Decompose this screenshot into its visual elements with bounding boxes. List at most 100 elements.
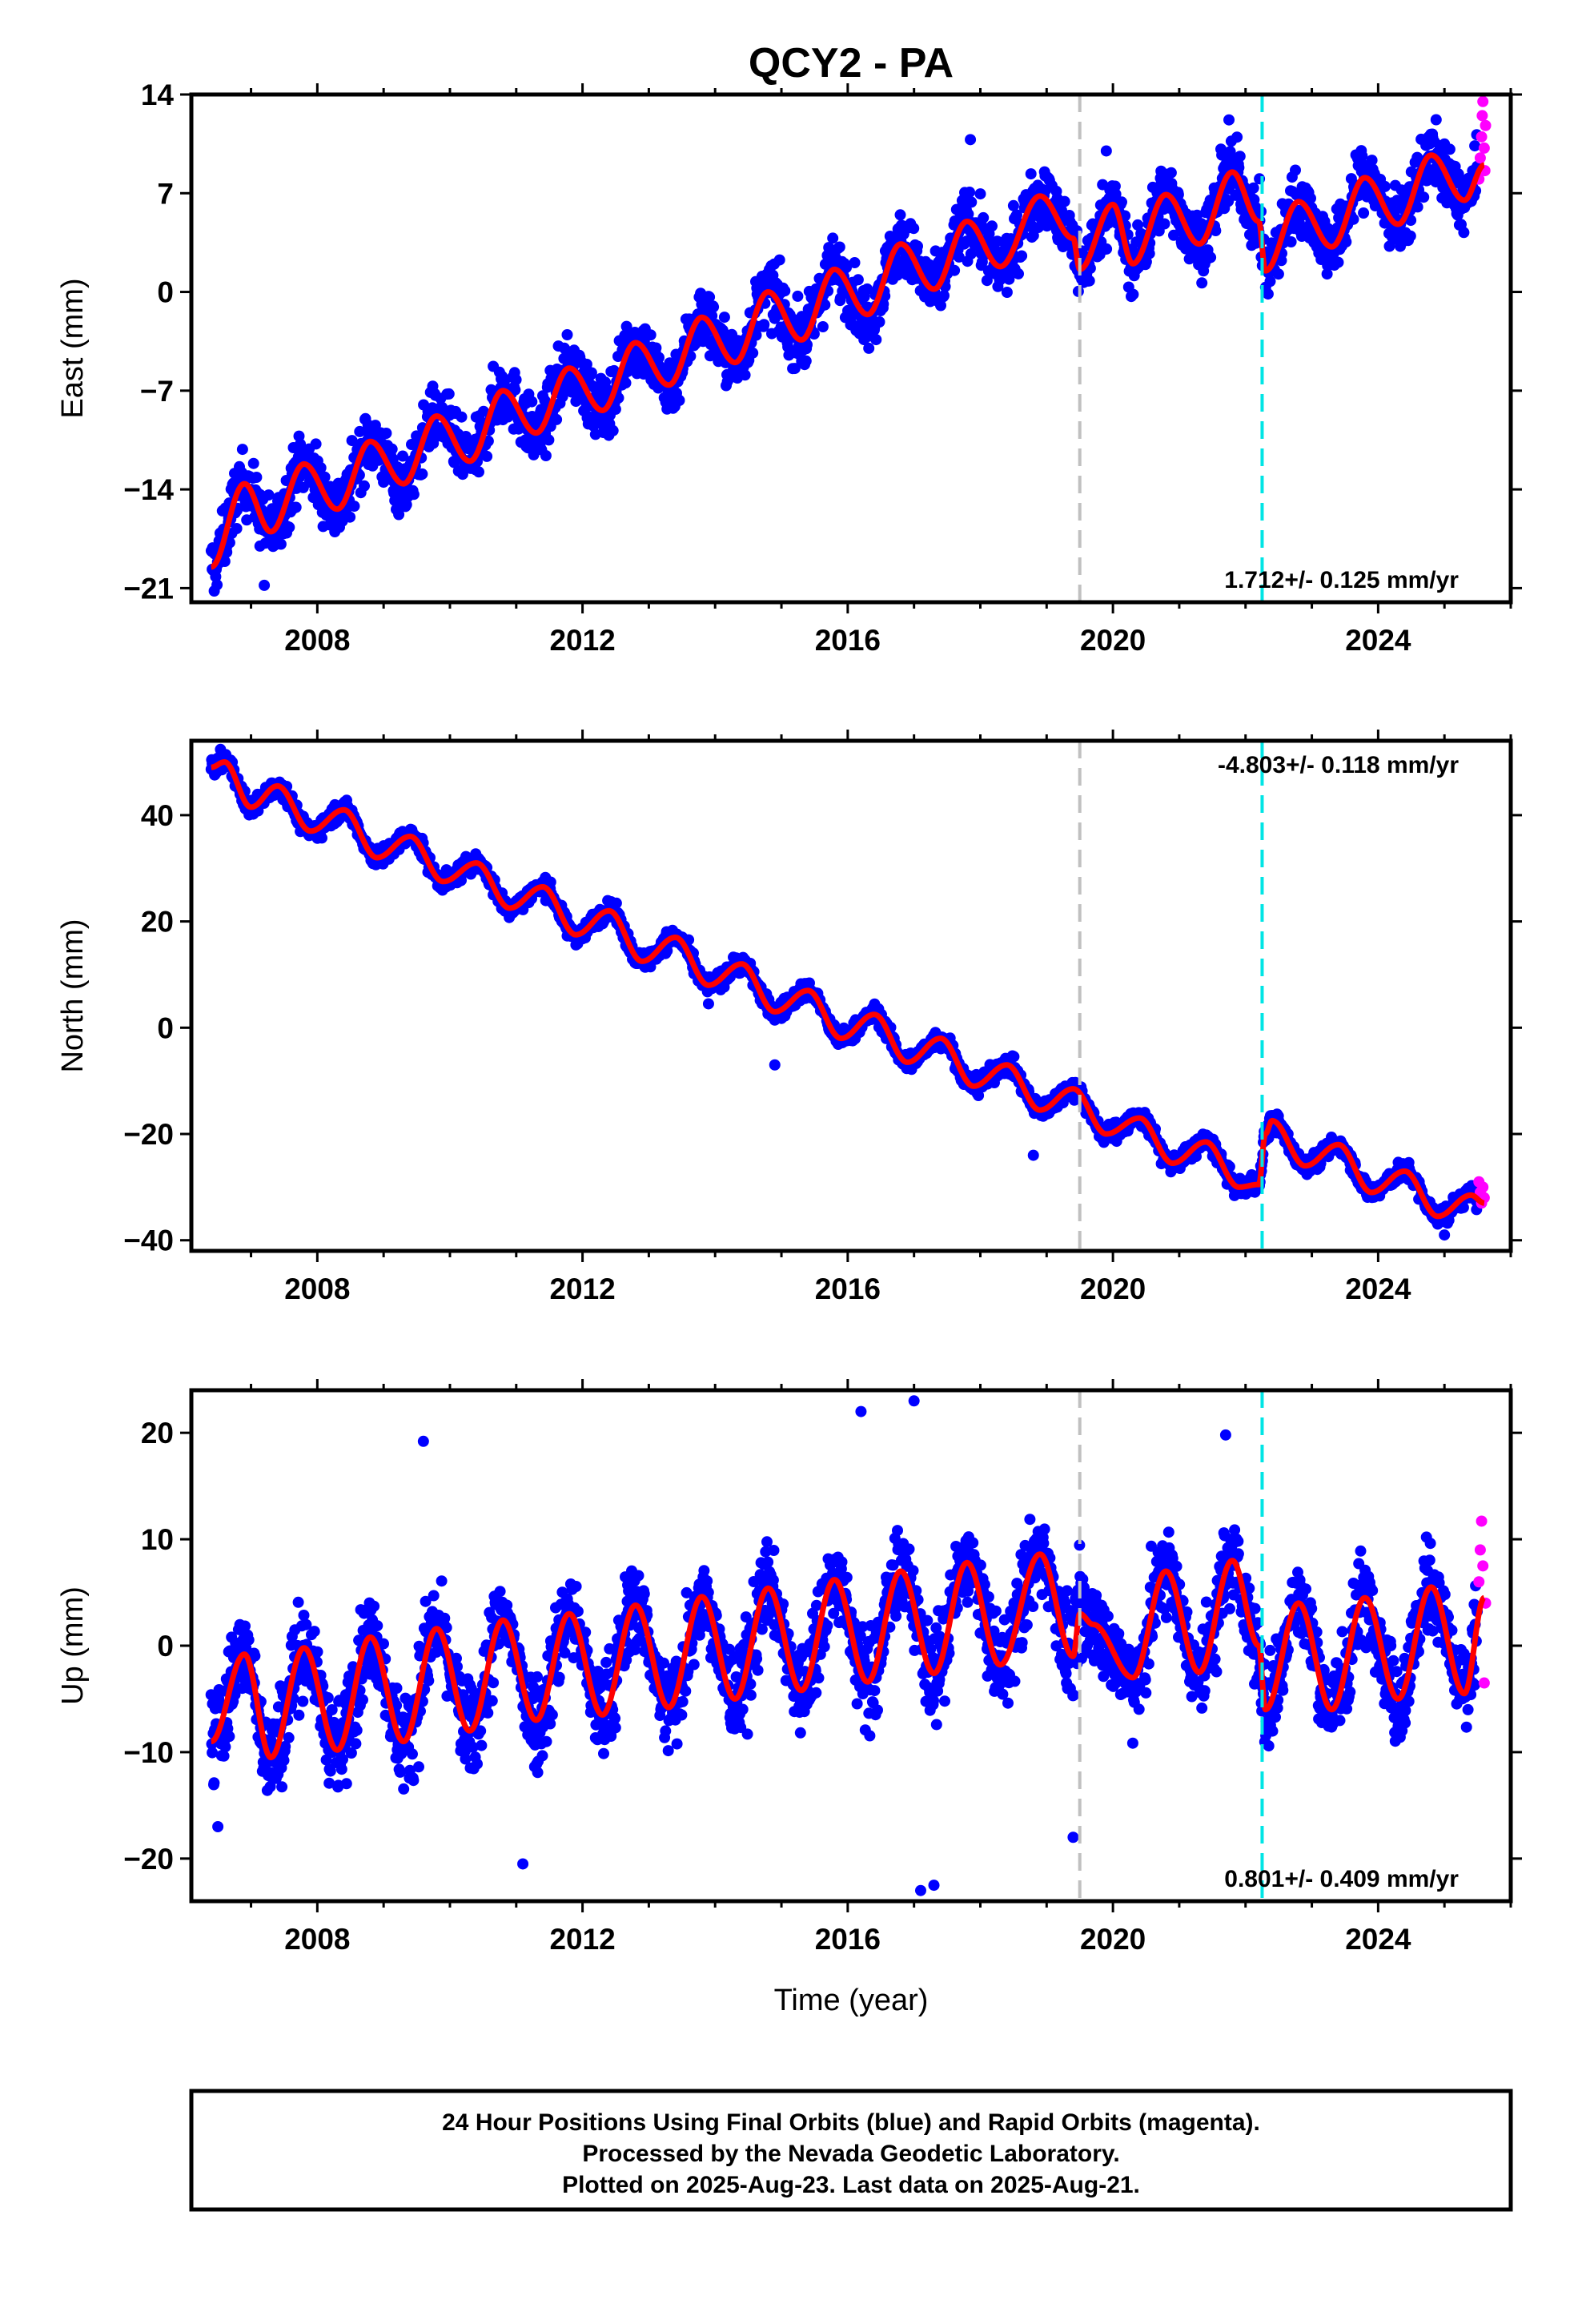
east-rate-label: 1.712+/- 0.125 mm/yr <box>1224 567 1459 593</box>
east-final-point <box>315 462 327 474</box>
east-final-point <box>408 489 420 501</box>
east-final-point <box>1196 277 1208 289</box>
east-final-point <box>1025 168 1037 180</box>
east-final-point <box>739 369 751 381</box>
east-final-point <box>393 509 405 521</box>
east-final-point <box>543 434 555 446</box>
east-final-point <box>873 316 885 328</box>
east-final-point <box>344 511 356 523</box>
east-rapid-point <box>1477 95 1489 107</box>
east-final-point <box>1101 243 1113 255</box>
east-final-point <box>509 384 521 396</box>
north-final-point <box>1008 1051 1020 1063</box>
east-final-point <box>346 435 358 447</box>
east-x-tick-label: 2016 <box>815 624 881 657</box>
east-final-point <box>620 377 632 389</box>
east-final-point <box>481 450 493 462</box>
north-final-point <box>610 897 622 909</box>
east-final-point <box>758 319 770 331</box>
east-y-tick-label: −7 <box>140 375 174 408</box>
east-final-point <box>397 450 408 462</box>
east-final-point <box>290 501 302 513</box>
east-final-point <box>974 188 986 200</box>
east-final-point <box>1234 151 1246 163</box>
east-final-point <box>650 342 662 354</box>
east-final-point <box>275 538 287 550</box>
east-final-point <box>1358 207 1370 219</box>
east-final-point <box>949 264 961 276</box>
east-final-point <box>1379 180 1391 192</box>
east-final-point <box>966 196 978 208</box>
east-final-point <box>1058 195 1070 207</box>
east-final-point <box>800 355 812 367</box>
east-outlier-point <box>965 134 977 146</box>
east-final-point <box>833 241 845 253</box>
east-final-point <box>1285 236 1297 247</box>
east-x-tick-label: 2008 <box>284 624 350 657</box>
east-final-point <box>263 489 275 501</box>
east-x-tick-label: 2020 <box>1080 624 1146 657</box>
east-outlier-point <box>259 579 271 591</box>
east-final-point <box>319 471 331 483</box>
east-final-point <box>863 342 875 354</box>
east-final-point <box>912 240 923 252</box>
east-x-tick-label: 2024 <box>1345 624 1411 657</box>
east-y-tick-label: 0 <box>157 276 174 309</box>
east-outlier-point <box>1223 114 1235 126</box>
east-final-point <box>540 450 552 461</box>
east-final-point <box>817 321 829 332</box>
east-rapid-point <box>1474 152 1486 164</box>
east-final-point <box>580 358 592 370</box>
east-final-point <box>1458 227 1470 239</box>
east-rapid-point <box>1478 142 1490 154</box>
east-final-point <box>978 211 990 223</box>
east-y-tick-label: 14 <box>141 78 175 111</box>
east-final-point <box>827 232 839 244</box>
east-final-point <box>792 290 804 302</box>
east-final-point <box>685 350 697 362</box>
east-final-point <box>585 367 597 379</box>
east-final-point <box>236 444 248 456</box>
east-final-point <box>704 291 716 303</box>
east-final-point <box>473 466 484 478</box>
east-final-point <box>852 274 864 286</box>
east-final-point <box>416 468 428 480</box>
east-final-point <box>986 220 998 232</box>
east-final-orbit-points <box>205 114 1484 597</box>
east-final-point <box>539 394 551 406</box>
east-final-point <box>1411 201 1423 213</box>
east-final-point <box>607 424 619 436</box>
east-final-point <box>779 285 791 297</box>
east-final-point <box>609 404 621 415</box>
east-final-point <box>894 209 906 221</box>
east-outlier-point <box>1100 145 1112 157</box>
east-final-point <box>231 523 243 534</box>
north-final-point <box>316 832 327 844</box>
east-final-point <box>348 501 360 513</box>
east-final-point <box>673 395 685 406</box>
east-final-point <box>380 428 392 439</box>
east-final-point <box>561 329 573 340</box>
east-final-point <box>526 396 538 408</box>
east-final-point <box>747 347 759 359</box>
east-final-point <box>750 329 762 341</box>
east-final-point <box>1443 143 1456 155</box>
east-final-point <box>219 556 231 567</box>
east-plot-frame <box>189 92 1513 605</box>
east-final-point <box>359 480 370 492</box>
east-final-point <box>1430 114 1442 126</box>
east-rapid-point <box>1480 119 1492 131</box>
north-final-orbit-points <box>205 743 1483 1241</box>
east-final-point <box>283 521 295 533</box>
east-final-point <box>1262 288 1274 300</box>
east-final-point <box>510 374 522 386</box>
east-final-point <box>1165 167 1177 179</box>
east-final-point <box>456 411 468 423</box>
east-final-point <box>1001 287 1013 298</box>
east-final-point <box>1272 268 1284 280</box>
east-y-tick-label: 7 <box>157 177 174 210</box>
east-rapid-point <box>1476 131 1488 143</box>
east-final-point <box>1158 218 1170 230</box>
